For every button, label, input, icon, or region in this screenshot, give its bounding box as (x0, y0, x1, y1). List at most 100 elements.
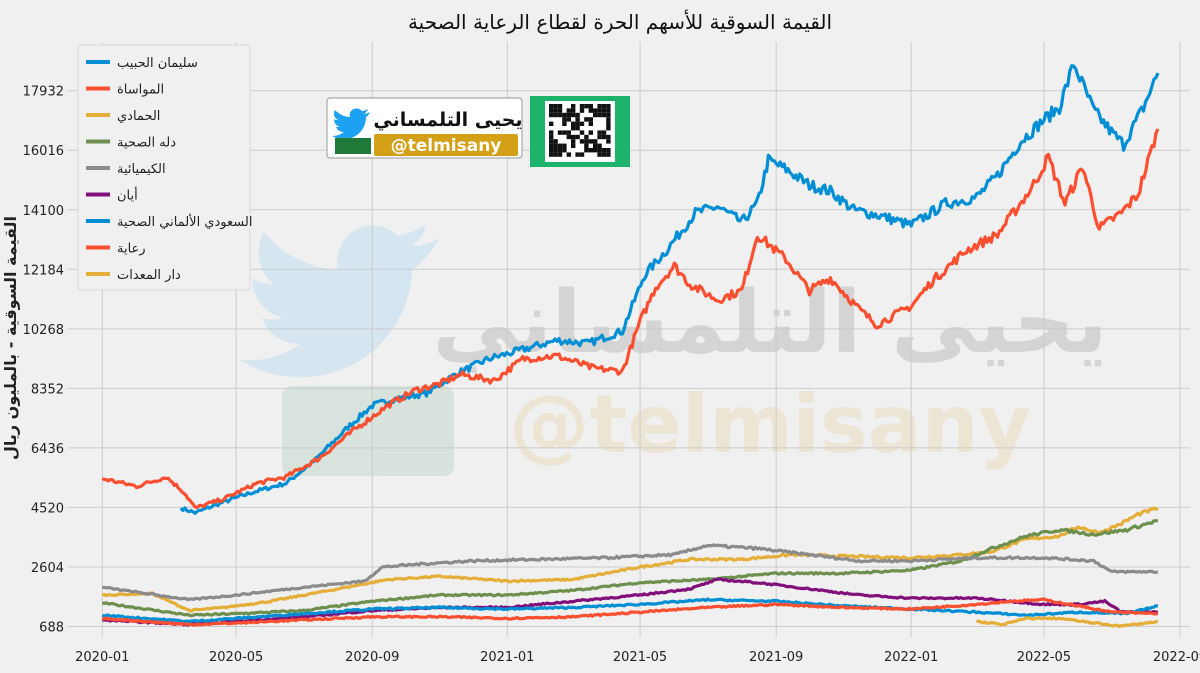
qr-cell (553, 139, 558, 144)
qr-cell (606, 108, 611, 113)
twitter-bird-icon (332, 108, 370, 139)
series-line (976, 616, 1158, 629)
qr-cell (606, 126, 611, 131)
qr-cell (575, 152, 580, 157)
qr-cell (549, 139, 554, 144)
qr-cell (566, 134, 571, 140)
qr-cell (553, 152, 558, 157)
qr-cell (575, 112, 580, 118)
x-tick-label: 2021-09 (749, 650, 803, 665)
x-tick-label: 2021-01 (480, 650, 534, 665)
qr-cell (562, 143, 567, 148)
y-tick-label: 4520 (31, 501, 64, 516)
qr-cell (549, 108, 554, 113)
qr-cell (553, 108, 558, 113)
watermark-name: يحيى التلمساني (432, 273, 1107, 373)
qr-cell (597, 130, 602, 135)
qr-cell (588, 139, 593, 144)
qr-cell (588, 108, 593, 113)
qr-cell (588, 130, 593, 135)
legend-label: السعودي الألماني الصحية (117, 213, 252, 230)
qr-cell (575, 121, 580, 126)
y-axis-label: القيمة السوقية - بالمليون ريال (1, 216, 20, 460)
y-tick-label: 6436 (31, 442, 64, 457)
legend-label: دله الصحية (117, 136, 176, 151)
qr-cell (597, 152, 602, 157)
qr-cell (597, 112, 602, 118)
y-tick-label: 2604 (31, 561, 64, 576)
qr-cell (549, 152, 554, 157)
qr-cell (575, 134, 580, 140)
qr-cell (566, 112, 571, 118)
qr-cell (571, 108, 576, 113)
y-tick-label: 12184 (23, 263, 64, 278)
y-tick-label: 16016 (23, 144, 64, 159)
qr-cell (549, 112, 554, 118)
series-line (102, 543, 1159, 602)
legend-label: أيان (117, 187, 138, 204)
qr-cell (562, 112, 567, 118)
qr-cell (575, 126, 580, 131)
qr-cell (562, 121, 567, 126)
qr-cell (562, 117, 567, 122)
qr-cell (557, 108, 563, 113)
qr-cell (593, 143, 598, 148)
qr-cell (588, 117, 593, 122)
chart-title: القيمة السوقية للأسهم الحرة لقطاع الرعاي… (408, 10, 832, 34)
legend-label: المواساة (117, 83, 164, 98)
qr-cell (606, 104, 611, 109)
qr-cell (549, 148, 554, 153)
legend-label: الكيميائية (117, 162, 166, 177)
qr-cell (549, 121, 554, 126)
series-line (101, 597, 1158, 624)
qr-code-pattern (549, 104, 611, 157)
series-layer (101, 64, 1160, 629)
watermark-flag (282, 386, 454, 476)
qr-cell (553, 143, 558, 148)
qr-cell (553, 148, 558, 153)
legend-label: رعاية (117, 242, 146, 257)
saudi-flag (335, 138, 371, 154)
watermark: يحيى التلمساني @telmisany (240, 224, 1108, 476)
branding-logo: يحيى التلمساني @telmisany (326, 96, 630, 167)
x-axis-ticks: 2020-01 2020-05 2020-09 2021-01 2021-05 2021-… (75, 650, 1200, 665)
qr-cell (571, 139, 576, 144)
qr-cell (588, 104, 593, 109)
qr-cell (571, 104, 576, 109)
qr-cell (584, 117, 589, 122)
qr-cell (584, 139, 589, 144)
qr-cell (606, 112, 611, 118)
qr-cell (579, 130, 585, 135)
series-line (101, 128, 1160, 509)
qr-cell (593, 108, 598, 113)
logo-handle-bar (374, 134, 518, 156)
x-tick-label: 2022-01 (884, 650, 938, 665)
series-line (102, 577, 1158, 627)
qr-cell (601, 134, 607, 140)
qr-cell (593, 139, 598, 144)
qr-cell (557, 143, 563, 148)
qr-cell (601, 130, 607, 135)
qr-cell (579, 108, 585, 113)
logo-name: يحيى التلمساني (373, 109, 522, 131)
y-tick-label: 17932 (23, 85, 64, 100)
series-line (179, 64, 1160, 515)
qr-cell (579, 152, 585, 157)
x-tick-label: 2021-05 (613, 650, 667, 665)
qr-cell (584, 148, 589, 153)
legend-label: دار المعدات (117, 268, 181, 283)
qr-cell (549, 143, 554, 148)
x-tick-label: 2022-05 (1017, 650, 1071, 665)
legend-label: سليمان الحبيب (117, 56, 198, 71)
qr-cell (566, 117, 571, 122)
logo-handle: @telmisany (391, 136, 502, 156)
qr-cell (597, 134, 602, 140)
qr-cell (597, 148, 602, 153)
qr-cell (579, 121, 585, 126)
qr-cell (571, 134, 576, 140)
legend-box (77, 44, 251, 291)
x-tick-label: 2020-01 (75, 650, 129, 665)
qr-cell (575, 117, 580, 122)
qr-cell (557, 148, 563, 153)
